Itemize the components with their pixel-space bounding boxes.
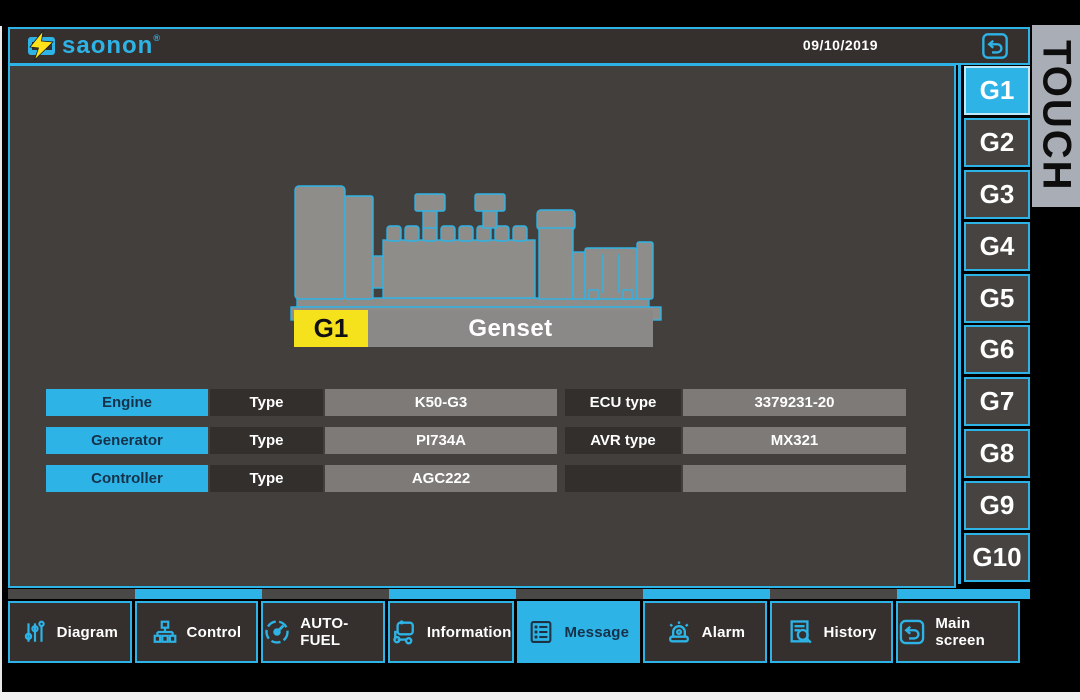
generator-type-label: Type — [210, 427, 323, 454]
avr-type-label: AVR type — [565, 427, 681, 454]
unit-selector-column: G1 G2 G3 G4 G5 G6 G7 G8 G9 G10 — [958, 64, 1030, 584]
message-list-icon — [527, 618, 555, 646]
unit-tab-g1[interactable]: G1 — [964, 66, 1030, 115]
controller-type-label: Type — [210, 465, 323, 492]
generator-type-value: PI734A — [325, 427, 557, 454]
alarm-siren-icon — [665, 618, 693, 646]
touch-bezel-strip: TOUCH — [1032, 25, 1080, 207]
unit-tab-g3[interactable]: G3 — [964, 169, 1030, 219]
date-display: 09/10/2019 — [802, 37, 878, 53]
bottom-edge-strip — [0, 692, 1080, 700]
nav-auto-fuel-button[interactable]: AUTO-FUEL — [261, 601, 385, 663]
fuel-gauge-icon — [263, 618, 291, 646]
brand-registered-mark: ® — [153, 33, 160, 43]
spec-row-engine: Engine Type K50-G3 ECU type 3379231-20 — [46, 389, 906, 416]
unit-tab-g10[interactable]: G10 — [964, 532, 1030, 582]
bottom-nav-bar: Diagram Control AUTO-FUEL — [8, 601, 1020, 663]
band-segment — [643, 589, 770, 599]
nav-label: Alarm — [701, 623, 746, 641]
header-bar: saonon ® 09/10/2019 — [8, 27, 1030, 65]
engine-type-value: K50-G3 — [325, 389, 557, 416]
ecu-type-label: ECU type — [565, 389, 681, 416]
band-segment — [516, 589, 643, 599]
touch-label: TOUCH — [1034, 40, 1079, 192]
controller-type-value: AGC222 — [325, 465, 557, 492]
unit-tab-g4[interactable]: G4 — [964, 221, 1030, 271]
history-search-icon — [787, 618, 815, 646]
active-unit-badge: G1 — [294, 310, 368, 347]
empty-label-cell — [565, 465, 681, 492]
controller-button[interactable]: Controller — [46, 465, 208, 492]
return-arrow-icon — [982, 33, 1008, 59]
band-segment — [770, 589, 897, 599]
nav-control-button[interactable]: Control — [134, 601, 259, 663]
nav-label: Diagram — [56, 623, 119, 641]
main-screen-return-icon — [898, 618, 926, 646]
unit-tab-g2[interactable]: G2 — [964, 117, 1030, 167]
unit-tab-g7[interactable]: G7 — [964, 377, 1030, 427]
diagram-sliders-icon — [22, 619, 48, 645]
empty-value-cell — [683, 465, 906, 492]
information-flow-icon — [390, 618, 418, 646]
brand-name: saonon — [62, 32, 154, 59]
unit-tab-g9[interactable]: G9 — [964, 481, 1030, 530]
nav-history-button[interactable]: History — [769, 601, 894, 663]
nav-label: Main screen — [935, 615, 985, 649]
unit-tab-g5[interactable]: G5 — [964, 273, 1030, 323]
engine-button[interactable]: Engine — [46, 389, 208, 416]
genset-label-bar: G1 Genset — [294, 310, 653, 347]
avr-type-value: MX321 — [683, 427, 906, 454]
band-segment — [135, 589, 262, 599]
control-tree-icon — [152, 619, 178, 645]
unit-tab-g6[interactable]: G6 — [964, 325, 1030, 375]
engine-type-label: Type — [210, 389, 323, 416]
nav-label: Control — [186, 623, 242, 641]
genset-illustration — [290, 185, 662, 321]
generator-button[interactable]: Generator — [46, 427, 208, 454]
ecu-type-value: 3379231-20 — [683, 389, 906, 416]
band-segment — [8, 589, 135, 599]
unit-tab-g8[interactable]: G8 — [964, 429, 1030, 479]
band-segment — [389, 589, 516, 599]
nav-alarm-button[interactable]: Alarm — [643, 601, 767, 663]
nav-indicator-band — [8, 589, 1030, 599]
nav-label: Message — [564, 623, 630, 641]
band-segment — [897, 589, 1030, 599]
nav-message-button[interactable]: Message — [516, 601, 641, 663]
brand-logo: saonon ® — [26, 31, 160, 61]
return-button[interactable] — [980, 32, 1010, 60]
spec-row-controller: Controller Type AGC222 — [46, 465, 906, 492]
nav-main-screen-button[interactable]: Main screen — [896, 601, 1020, 663]
genset-info-panel: G1 Genset Engine Type K50-G3 ECU type 33… — [8, 64, 956, 588]
nav-label: Information — [426, 623, 512, 641]
lightning-logo-icon — [28, 31, 55, 61]
genset-name-label: Genset — [368, 310, 653, 347]
nav-label: AUTO-FUEL — [300, 615, 349, 649]
nav-label: History — [823, 623, 877, 641]
band-segment — [262, 589, 389, 599]
spec-row-generator: Generator Type PI734A AVR type MX321 — [46, 427, 906, 454]
nav-diagram-button[interactable]: Diagram — [8, 601, 132, 663]
left-edge-strip — [0, 26, 2, 692]
nav-information-button[interactable]: Information — [387, 601, 514, 663]
